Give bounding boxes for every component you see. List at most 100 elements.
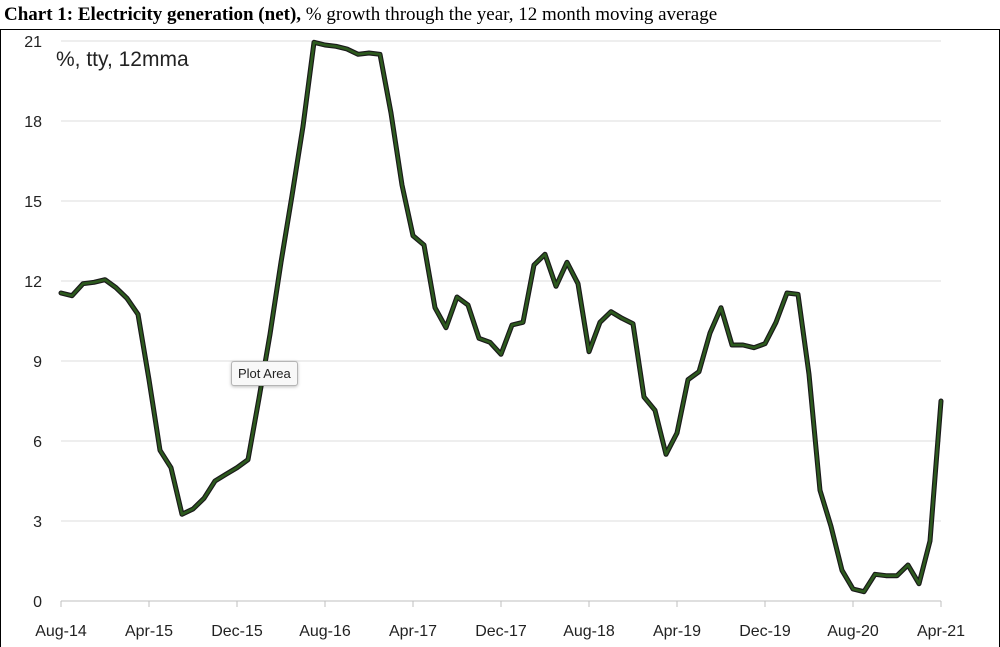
data-point bbox=[906, 563, 910, 567]
data-point bbox=[356, 53, 360, 56]
data-point bbox=[565, 261, 569, 264]
data-point bbox=[81, 282, 85, 285]
y-tick-label: 12 bbox=[24, 274, 42, 291]
data-point bbox=[334, 45, 338, 48]
data-point bbox=[235, 466, 239, 469]
data-point bbox=[411, 234, 415, 237]
plot-area-tooltip: Plot Area bbox=[231, 361, 298, 386]
gridlines bbox=[61, 40, 941, 602]
data-point bbox=[158, 449, 162, 452]
data-point bbox=[191, 507, 195, 511]
data-point bbox=[290, 194, 294, 197]
data-point bbox=[840, 569, 844, 572]
data-point bbox=[444, 326, 448, 329]
data-point bbox=[70, 294, 74, 297]
data-point bbox=[697, 370, 701, 373]
x-tick-label: Apr-17 bbox=[389, 623, 437, 640]
x-axis: Aug-14 Apr-15 Dec-15 Aug-16 Apr-17 Dec-17 Aug-… bbox=[35, 600, 965, 640]
data-point bbox=[785, 291, 789, 295]
data-point bbox=[367, 51, 371, 55]
data-point bbox=[488, 341, 492, 344]
data-point bbox=[323, 43, 327, 47]
data-point bbox=[224, 473, 228, 476]
y-tick-label: 6 bbox=[33, 434, 42, 451]
data-point bbox=[554, 285, 558, 288]
data-point bbox=[873, 573, 877, 576]
data-point bbox=[851, 587, 855, 591]
data-point bbox=[257, 397, 261, 400]
data-point bbox=[301, 125, 305, 128]
data-point bbox=[543, 253, 547, 256]
data-point bbox=[246, 458, 250, 461]
data-point bbox=[708, 331, 712, 335]
x-tick-label: Aug-16 bbox=[299, 623, 351, 640]
data-point bbox=[312, 41, 316, 44]
data-point bbox=[620, 317, 624, 320]
data-point bbox=[818, 489, 822, 492]
data-point bbox=[499, 353, 503, 356]
data-point bbox=[609, 310, 613, 313]
data-point bbox=[433, 306, 437, 309]
data-point bbox=[59, 291, 63, 295]
data-point bbox=[378, 53, 382, 56]
y-tick-label: 21 bbox=[24, 34, 42, 51]
data-point bbox=[807, 373, 811, 376]
data-point bbox=[763, 342, 767, 345]
data-point bbox=[202, 497, 206, 500]
chart-title-rest: % growth through the year, 12 month movi… bbox=[301, 4, 718, 25]
data-point bbox=[895, 574, 899, 577]
data-point bbox=[939, 399, 943, 403]
data-point bbox=[510, 323, 514, 327]
x-tick-label: Apr-15 bbox=[125, 623, 173, 640]
data-point bbox=[521, 321, 525, 324]
data-point bbox=[103, 278, 107, 281]
data-point bbox=[180, 513, 184, 516]
data-point bbox=[730, 343, 734, 347]
data-point bbox=[136, 313, 140, 316]
data-point bbox=[686, 378, 690, 381]
data-point bbox=[422, 243, 426, 247]
chart-title: Chart 1: Electricity generation (net), %… bbox=[0, 0, 1000, 30]
data-point bbox=[675, 431, 679, 435]
data-point bbox=[741, 343, 745, 347]
data-point bbox=[125, 297, 129, 300]
series-layer bbox=[58, 39, 944, 595]
data-point bbox=[279, 261, 283, 264]
unit-label: %, tty, 12mma bbox=[56, 48, 189, 71]
data-point bbox=[653, 409, 657, 412]
data-point bbox=[719, 306, 723, 309]
data-point bbox=[917, 582, 921, 585]
x-tick-label: Dec-19 bbox=[739, 623, 791, 640]
data-point bbox=[928, 539, 932, 543]
data-point bbox=[400, 183, 404, 187]
data-point bbox=[796, 293, 800, 296]
data-point bbox=[752, 346, 756, 349]
data-point bbox=[774, 321, 778, 324]
data-point bbox=[169, 466, 173, 469]
data-point bbox=[631, 322, 635, 325]
data-point bbox=[829, 525, 833, 528]
y-tick-label: 9 bbox=[33, 354, 42, 371]
data-point bbox=[576, 282, 580, 285]
x-tick-label: Aug-18 bbox=[563, 623, 615, 640]
y-axis-ticks: 0 3 6 9 12 15 18 21 bbox=[24, 34, 42, 611]
x-tick-label: Apr-19 bbox=[653, 623, 701, 640]
y-tick-label: 18 bbox=[24, 114, 42, 131]
data-point bbox=[389, 111, 393, 115]
data-point bbox=[664, 453, 668, 456]
data-point bbox=[532, 263, 536, 267]
data-point bbox=[862, 590, 866, 593]
y-tick-label: 15 bbox=[24, 194, 42, 211]
x-tick-label: Aug-20 bbox=[827, 623, 879, 640]
data-point bbox=[213, 479, 217, 483]
data-point bbox=[466, 303, 470, 307]
x-tick-label: Apr-21 bbox=[917, 623, 965, 640]
y-tick-label: 3 bbox=[33, 514, 42, 531]
chart-title-bold: Chart 1: Electricity generation (net), bbox=[4, 4, 302, 25]
data-point bbox=[642, 395, 646, 399]
data-point bbox=[147, 378, 151, 381]
x-tick-label: Dec-17 bbox=[475, 623, 527, 640]
data-point bbox=[268, 333, 272, 336]
data-point bbox=[92, 281, 96, 284]
